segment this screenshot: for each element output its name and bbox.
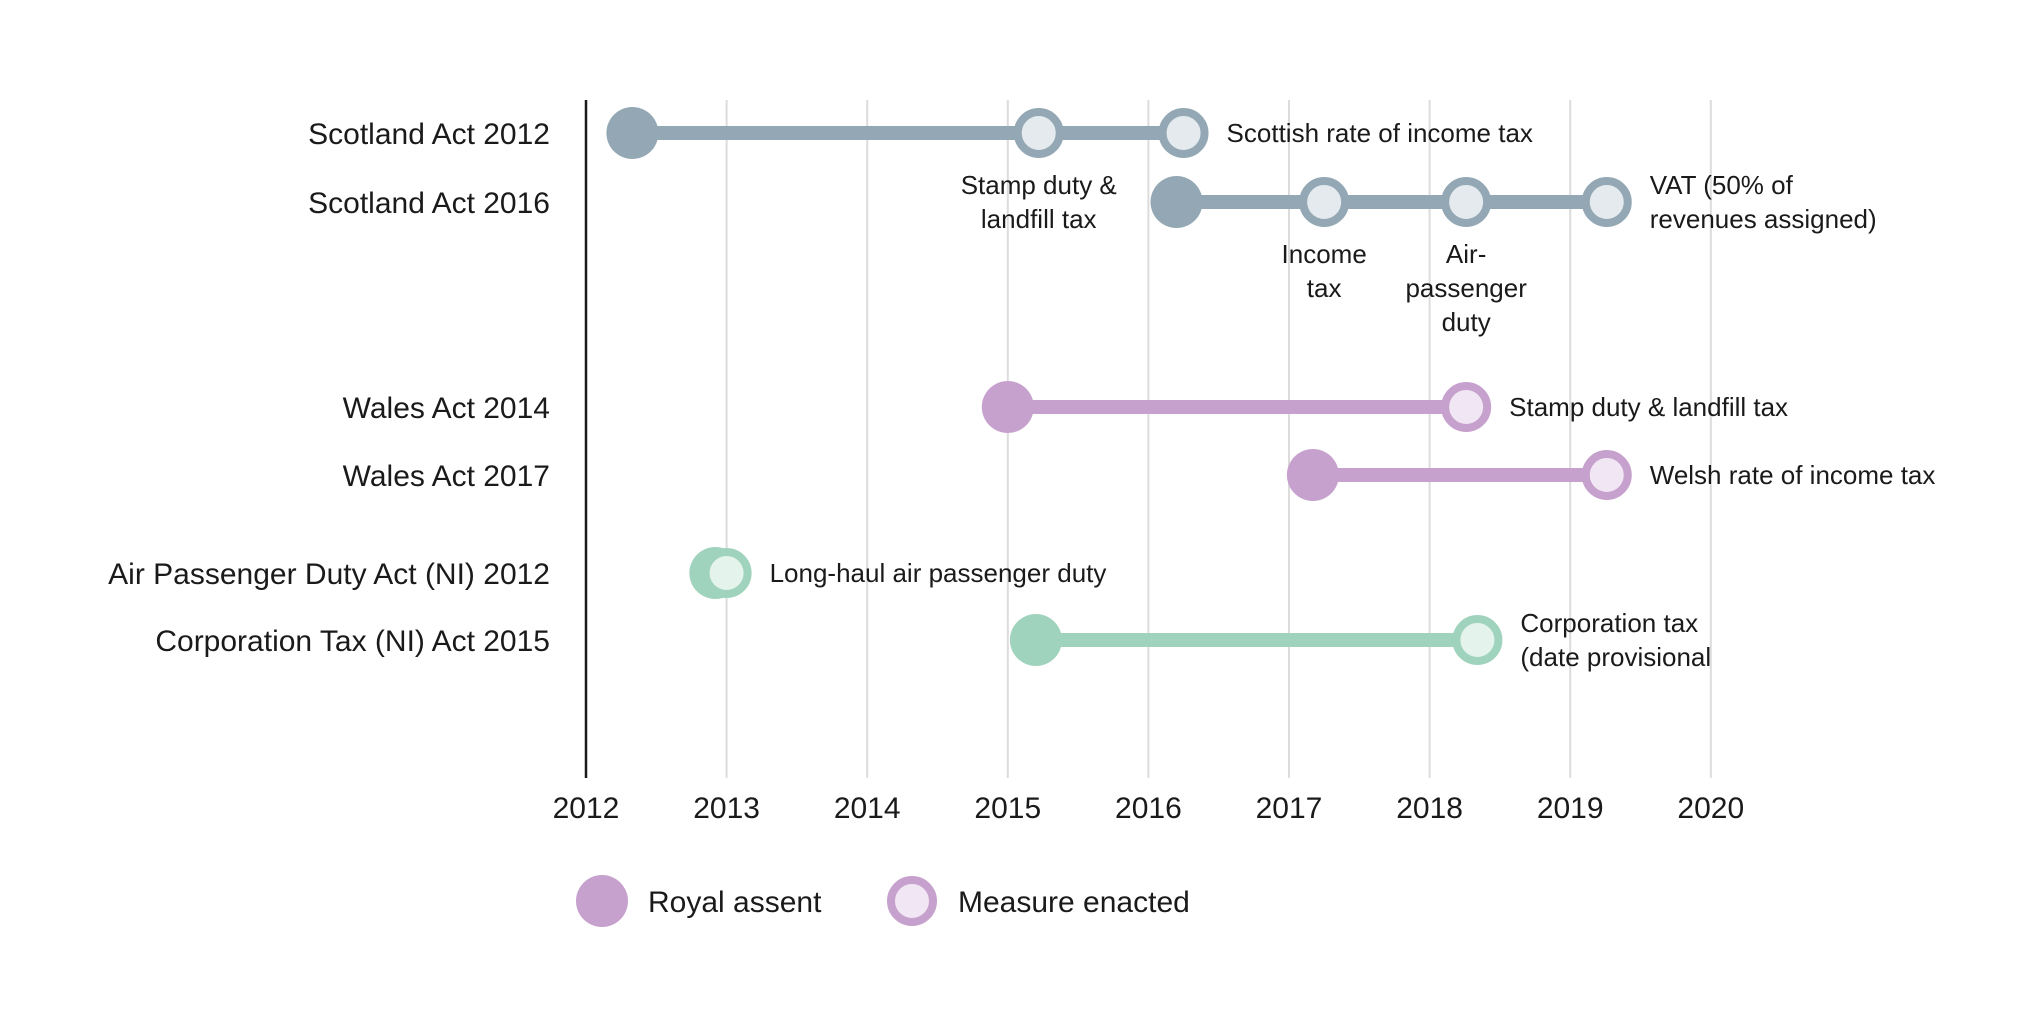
row-label-wales-act-2017: Wales Act 2017 <box>343 460 550 493</box>
royal-assent-marker-corporation-tax-ni-act-2015 <box>1009 614 1062 666</box>
x-tick-label-2017: 2017 <box>1256 792 1323 825</box>
measure-marker-wales-act-2017-0 <box>1581 450 1632 500</box>
measure-marker-scotland-act-2016-2 <box>1581 177 1632 227</box>
row-label-corporation-tax-ni-act-2015: Corporation Tax (NI) Act 2015 <box>155 625 550 658</box>
row-label-wales-act-2014: Wales Act 2014 <box>343 392 550 425</box>
x-tick-label-2019: 2019 <box>1537 792 1604 825</box>
measure-label-scotland-act-2016-1: Air-passenger duty <box>1405 239 1527 337</box>
measure-marker-corporation-tax-ni-act-2015-0 <box>1452 615 1503 665</box>
x-tick-label-2016: 2016 <box>1115 792 1182 825</box>
measure-label-scotland-act-2012-1: Scottish rate of income tax <box>1227 118 1533 148</box>
measure-label-scotland-act-2016-2: VAT (50% of revenues assigned) <box>1650 170 1877 234</box>
x-axis-ticks: 2012 2013 2014 2015 2016 2017 2018 2019 2020 <box>553 792 1745 825</box>
x-tick-label-2012: 2012 <box>553 792 620 825</box>
x-tick-label-2015: 2015 <box>974 792 1041 825</box>
x-tick-label-2013: 2013 <box>693 792 760 825</box>
legend-royal-assent-swatch <box>576 875 628 927</box>
measure-marker-scotland-act-2016-1 <box>1441 177 1492 227</box>
row-labels: Scotland Act 2012 Scotland Act 2016 Wales … <box>108 118 550 658</box>
x-tick-label-2014: 2014 <box>834 792 901 825</box>
measure-label-wales-act-2014-0: Stamp duty & landfill tax <box>1509 392 1788 422</box>
measure-label-scotland-act-2016-0: Income tax <box>1282 239 1367 303</box>
x-tick-label-2020: 2020 <box>1677 792 1744 825</box>
series-wales-act-2017 <box>1286 449 1632 501</box>
measure-label-scotland-act-2012-0: Stamp duty & landfill tax <box>961 170 1117 234</box>
measure-marker-wales-act-2014-0 <box>1441 382 1492 432</box>
measure-marker-scotland-act-2016-0 <box>1299 177 1350 227</box>
series-wales-act-2014 <box>981 381 1492 433</box>
measure-marker-scotland-act-2012-0 <box>1013 108 1064 158</box>
series-scotland-act-2016 <box>1150 176 1632 228</box>
measure-label-wales-act-2017-0: Welsh rate of income tax <box>1650 460 1936 490</box>
series-scotland-act-2012 <box>606 107 1209 159</box>
series-corporation-tax-ni-act-2015 <box>1009 614 1503 666</box>
row-label-scotland-act-2016: Scotland Act 2016 <box>308 187 550 220</box>
measure-label-corporation-tax-ni-act-2015-0: Corporation tax (date provisional <box>1520 608 1711 672</box>
x-tick-label-2018: 2018 <box>1396 792 1463 825</box>
legend-label-measure-enacted: Measure enacted <box>958 886 1190 919</box>
measure-marker-scotland-act-2012-1 <box>1158 108 1209 158</box>
legend-label-royal-assent: Royal assent <box>648 886 822 919</box>
gridlines <box>725 100 1712 778</box>
measure-label-air-passenger-duty-act-ni-2012-0: Long-haul air passenger duty <box>770 558 1107 588</box>
royal-assent-marker-scotland-act-2016 <box>1150 176 1203 228</box>
legend-item-royal-assent: Royal assent <box>576 875 822 927</box>
legend-measure-enacted-swatch <box>887 876 937 926</box>
series-marks <box>606 107 1632 666</box>
measure-marker-air-passenger-duty-act-ni-2012-0 <box>701 548 752 598</box>
series-air-passenger-duty-act-ni-2012 <box>689 547 752 599</box>
royal-assent-marker-scotland-act-2012 <box>606 107 659 159</box>
row-label-air-passenger-duty-act-ni-2012: Air Passenger Duty Act (NI) 2012 <box>108 558 550 591</box>
royal-assent-marker-wales-act-2014 <box>981 381 1034 433</box>
measure-annotations: Stamp duty & landfill tax Scottish rate of… <box>770 118 1936 672</box>
legend: Royal assent Measure enacted <box>576 875 1190 927</box>
row-label-scotland-act-2012: Scotland Act 2012 <box>308 118 550 151</box>
legend-item-measure-enacted: Measure enacted <box>887 876 1190 926</box>
royal-assent-marker-wales-act-2017 <box>1286 449 1339 501</box>
